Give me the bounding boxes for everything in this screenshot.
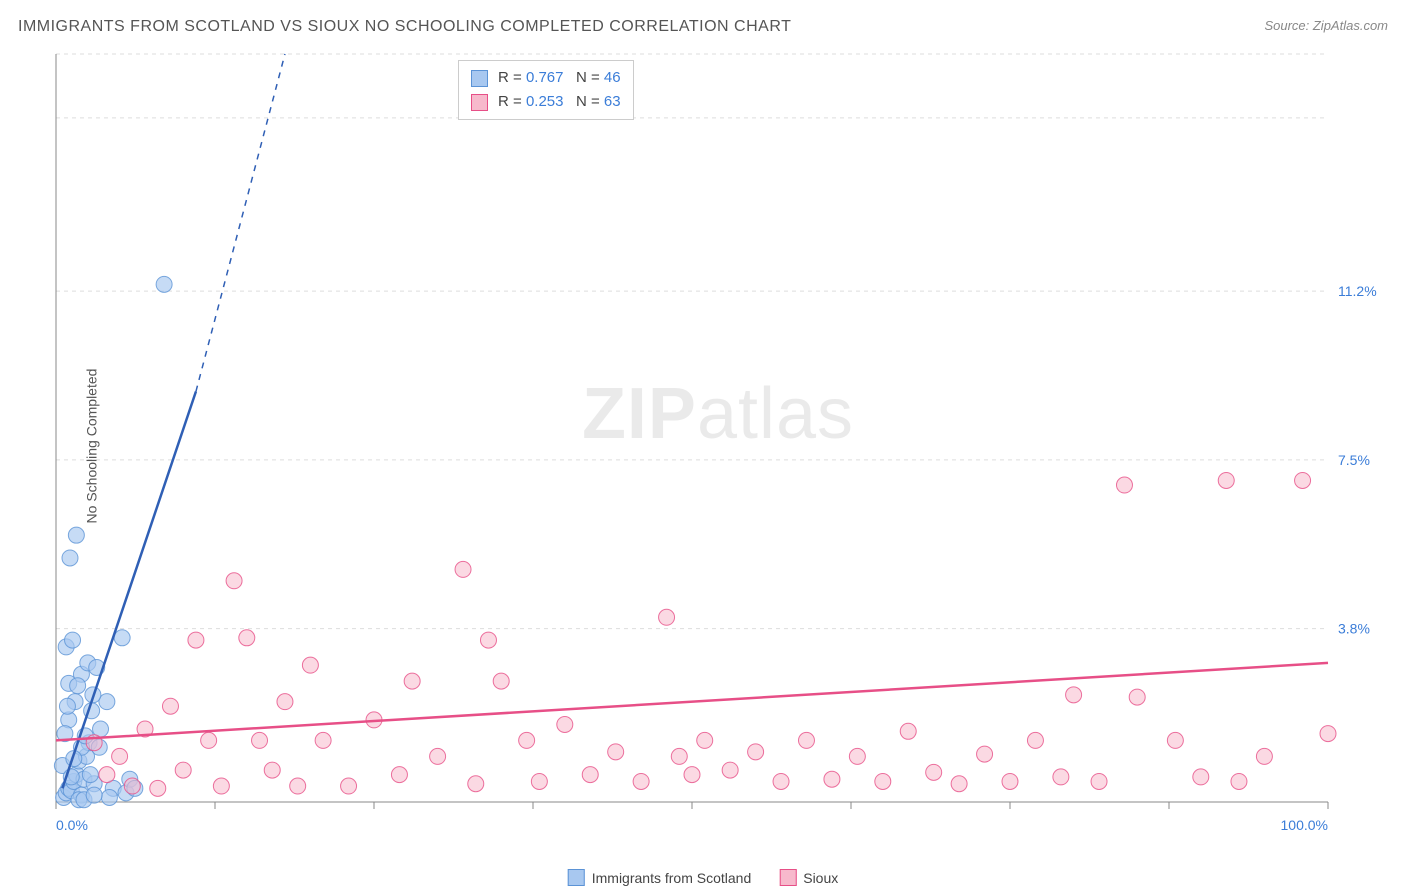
chart-area: No Schooling Completed 3.8% 7.5% 11.2% 0.0%… <box>48 50 1388 842</box>
legend-swatch <box>471 70 488 87</box>
correlation-legend: R = 0.767 N = 46R = 0.253 N = 63 <box>458 60 634 120</box>
page-title: IMMIGRANTS FROM SCOTLAND VS SIOUX NO SCH… <box>18 18 791 36</box>
legend-item: Sioux <box>779 869 838 886</box>
legend-swatch <box>568 869 585 886</box>
legend-item: Immigrants from Scotland <box>568 869 752 886</box>
series-legend: Immigrants from Scotland Sioux <box>568 869 839 886</box>
legend-label: Sioux <box>803 870 838 886</box>
legend-stat-text: R = 0.253 N = 63 <box>498 90 621 114</box>
scatter-chart-svg: 3.8% 7.5% 11.2% 0.0% 100.0% <box>48 50 1388 842</box>
svg-text:11.2%: 11.2% <box>1338 283 1377 299</box>
legend-label: Immigrants from Scotland <box>592 870 752 886</box>
legend-correlation-row: R = 0.253 N = 63 <box>471 90 621 114</box>
legend-stat-text: R = 0.767 N = 46 <box>498 66 621 90</box>
svg-text:100.0%: 100.0% <box>1281 817 1328 833</box>
source-credit: Source: ZipAtlas.com <box>1264 18 1388 33</box>
svg-text:0.0%: 0.0% <box>56 817 88 833</box>
legend-swatch <box>779 869 796 886</box>
svg-text:7.5%: 7.5% <box>1338 452 1370 468</box>
svg-text:3.8%: 3.8% <box>1338 621 1370 637</box>
y-axis-label: No Schooling Completed <box>83 369 99 524</box>
legend-correlation-row: R = 0.767 N = 46 <box>471 66 621 90</box>
legend-swatch <box>471 94 488 111</box>
